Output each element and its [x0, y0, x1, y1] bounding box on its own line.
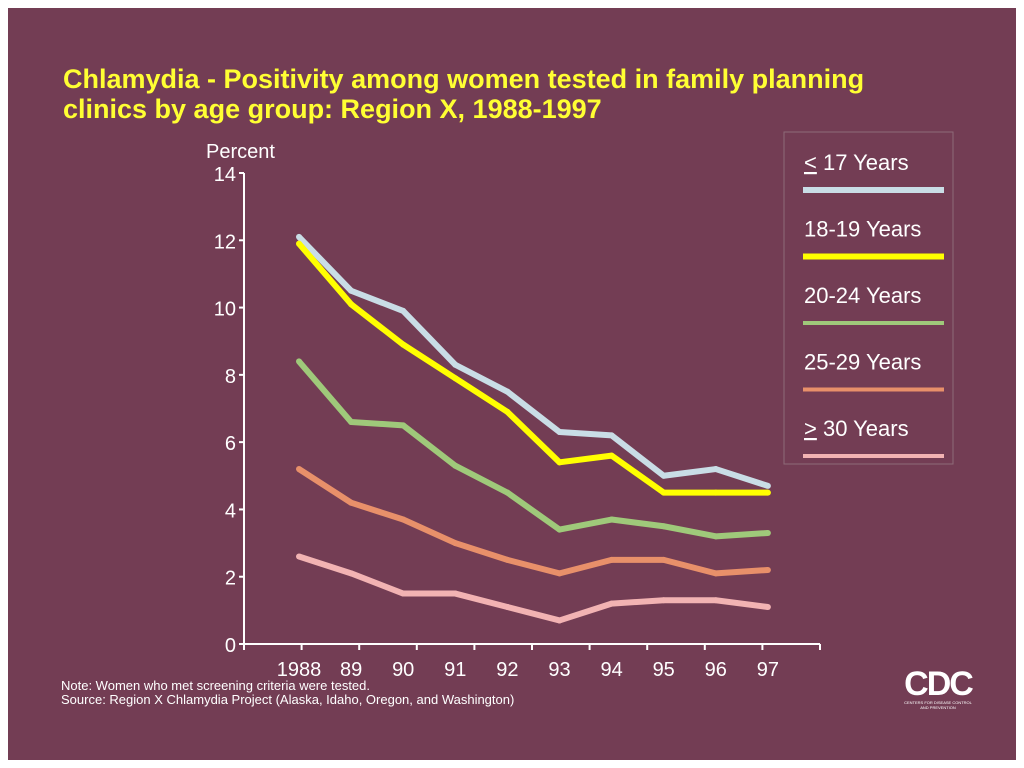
data-point-0-1: [348, 287, 355, 294]
data-point-1-9: [764, 489, 771, 496]
series-line-0: [296, 234, 769, 489]
data-point-3-3: [452, 540, 459, 547]
data-point-4-1: [348, 570, 355, 577]
data-point-3-8: [712, 570, 719, 577]
data-point-3-5: [556, 570, 563, 577]
x-tick-label-92: 92: [496, 659, 518, 681]
legend-label-text-4: 30 Years: [817, 416, 909, 441]
data-point-1-5: [556, 459, 563, 466]
data-point-4-3: [452, 590, 459, 597]
legend-label-3: 25-29 Years: [804, 350, 921, 375]
data-point-3-4: [504, 556, 511, 563]
legend-label-prefix-4: >: [804, 416, 817, 441]
data-point-3-2: [400, 516, 407, 523]
y-axis-label: Percent: [206, 141, 275, 163]
cdc-logo: CDC CENTERS FOR DISEASE CONTROL AND PREV…: [903, 665, 974, 710]
series-line-3: [297, 466, 769, 577]
data-point-2-0: [296, 358, 302, 365]
data-point-0-7: [660, 472, 667, 479]
legend-label-1: 18-19 Years: [804, 217, 921, 242]
data-point-3-7: [660, 556, 667, 563]
data-point-4-7: [660, 597, 667, 604]
chart-title: Chlamydia - Positivity among women teste…: [63, 64, 1013, 124]
data-point-4-8: [712, 597, 719, 604]
series-line-2: [296, 359, 769, 540]
data-point-3-9: [764, 566, 771, 573]
data-point-4-0: [296, 553, 302, 560]
cdc-logo-letters: CDC: [904, 665, 974, 703]
series-line-4: [298, 553, 769, 624]
data-point-2-4: [504, 489, 511, 496]
y-tick-label-4: 4: [225, 500, 236, 522]
data-point-0-5: [556, 429, 563, 436]
x-tick-label-96: 96: [705, 659, 727, 681]
cdc-logo-subtext: CENTERS FOR DISEASE CONTROL AND PREVENTI…: [904, 700, 972, 710]
data-point-2-6: [608, 516, 615, 523]
data-point-4-2: [400, 590, 407, 597]
data-point-4-9: [764, 603, 771, 610]
series-line-1: [296, 241, 768, 496]
legend-label-text-3: 25-29 Years: [804, 350, 921, 375]
x-tick-label-93: 93: [548, 659, 570, 681]
legend-box: [783, 131, 954, 465]
footnote-source: Source: Region X Chlamydia Project (Alas…: [61, 692, 515, 707]
x-tick-label-95: 95: [653, 659, 675, 681]
legend-label-text-1: 18-19 Years: [804, 217, 921, 242]
y-tick-label-8: 8: [225, 366, 236, 388]
y-tick-label-6: 6: [225, 433, 236, 455]
y-tick-label-2: 2: [225, 568, 236, 590]
slide: Chlamydia - Positivity among women teste…: [8, 8, 1016, 760]
data-point-3-1: [348, 499, 355, 506]
chart-title-line-2: clinics by age group: Region X, 1988-199…: [63, 94, 602, 124]
data-point-3-6: [608, 556, 615, 563]
x-tick-label-1988: 1988: [277, 659, 322, 681]
legend-label-prefix-0: <: [804, 150, 817, 175]
data-point-4-6: [608, 600, 615, 607]
y-tick-label-10: 10: [214, 299, 236, 321]
data-point-0-9: [764, 482, 771, 489]
data-point-1-0: [296, 240, 302, 247]
x-tick-label-97: 97: [757, 659, 779, 681]
data-point-1-2: [400, 341, 407, 348]
data-point-1-1: [348, 301, 355, 308]
chart-title-line-1: Chlamydia - Positivity among women teste…: [63, 64, 865, 94]
footnote-note: Note: Women who met screening criteria w…: [61, 678, 371, 693]
legend-label-text-2: 20-24 Years: [804, 283, 921, 308]
data-point-2-8: [712, 533, 719, 540]
data-point-1-6: [608, 452, 615, 459]
x-tick-label-91: 91: [444, 659, 466, 681]
data-point-2-9: [764, 529, 771, 536]
data-point-0-3: [452, 361, 459, 368]
y-tick-label-0: 0: [225, 635, 236, 657]
y-tick-label-12: 12: [214, 231, 236, 253]
data-point-4-4: [504, 603, 511, 610]
data-point-1-8: [712, 489, 719, 496]
data-point-0-6: [608, 432, 615, 439]
data-point-0-8: [712, 466, 719, 473]
x-tick-label-89: 89: [340, 659, 362, 681]
legend-label-4: > 30 Years: [804, 416, 909, 441]
legend-label-2: 20-24 Years: [804, 283, 921, 308]
legend-label-text-0: 17 Years: [817, 150, 909, 175]
data-point-2-7: [660, 523, 667, 530]
data-point-1-3: [452, 375, 459, 382]
data-point-2-1: [348, 418, 355, 425]
data-point-1-7: [660, 489, 667, 496]
x-tick-label-90: 90: [392, 659, 414, 681]
data-point-0-4: [504, 388, 511, 395]
data-point-2-2: [400, 422, 407, 429]
data-point-4-5: [556, 617, 563, 624]
data-point-0-2: [400, 307, 407, 314]
legend-label-0: < 17 Years: [804, 150, 909, 175]
data-point-3-0: [296, 466, 302, 473]
x-tick-label-94: 94: [600, 659, 622, 681]
data-point-2-3: [452, 462, 459, 469]
footnote: Note: Women who met screening criteria w…: [61, 679, 514, 707]
y-tick-label-14: 14: [214, 164, 236, 186]
data-point-1-4: [504, 408, 511, 415]
data-point-2-5: [556, 526, 563, 533]
data-point-0-0: [296, 233, 302, 240]
